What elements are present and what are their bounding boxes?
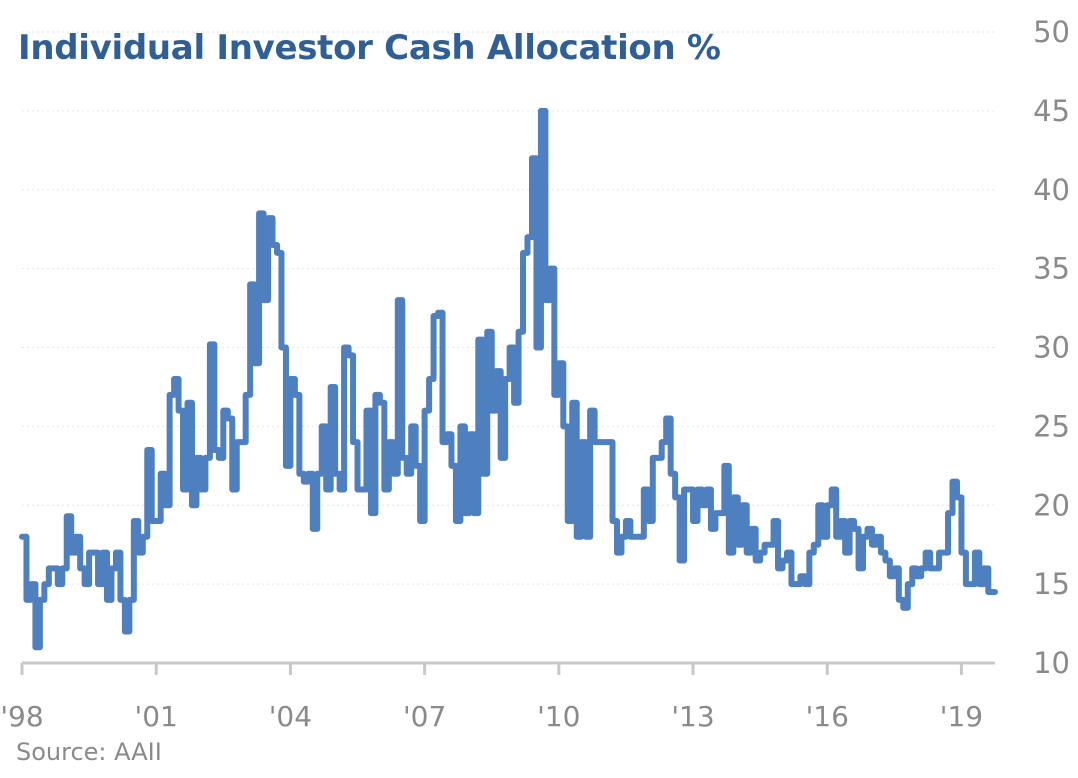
series-group <box>19 107 998 651</box>
x-axis: '98 '01 '04 '07 '10 '13 '16 '19 <box>0 661 995 733</box>
y-tick-label: 30 <box>1033 331 1070 365</box>
x-tick-label: '16 <box>806 700 849 733</box>
series-line <box>19 107 998 651</box>
y-tick-label: 10 <box>1033 646 1070 680</box>
x-tick-label: '04 <box>269 700 312 733</box>
y-tick-label: 45 <box>1033 94 1070 128</box>
y-tick-label: 25 <box>1033 409 1070 443</box>
y-tick-label: 15 <box>1033 567 1070 601</box>
y-tick-label: 50 <box>1033 15 1070 49</box>
y-axis: 10 15 20 25 30 35 40 45 50 <box>1033 15 1070 680</box>
x-tick-label: '98 <box>0 700 43 733</box>
chart-title: Individual Investor Cash Allocation % <box>18 28 721 68</box>
x-tick-label: '13 <box>671 700 714 733</box>
x-tick-label: '01 <box>135 700 178 733</box>
x-tick-label: '07 <box>403 700 446 733</box>
y-tick-label: 35 <box>1033 252 1070 286</box>
x-tick-label: '10 <box>537 700 580 733</box>
y-tick-label: 40 <box>1033 173 1070 207</box>
source-note: Source: AAII <box>16 738 162 766</box>
x-tick-label: '19 <box>940 700 983 733</box>
y-tick-label: 20 <box>1033 488 1070 522</box>
